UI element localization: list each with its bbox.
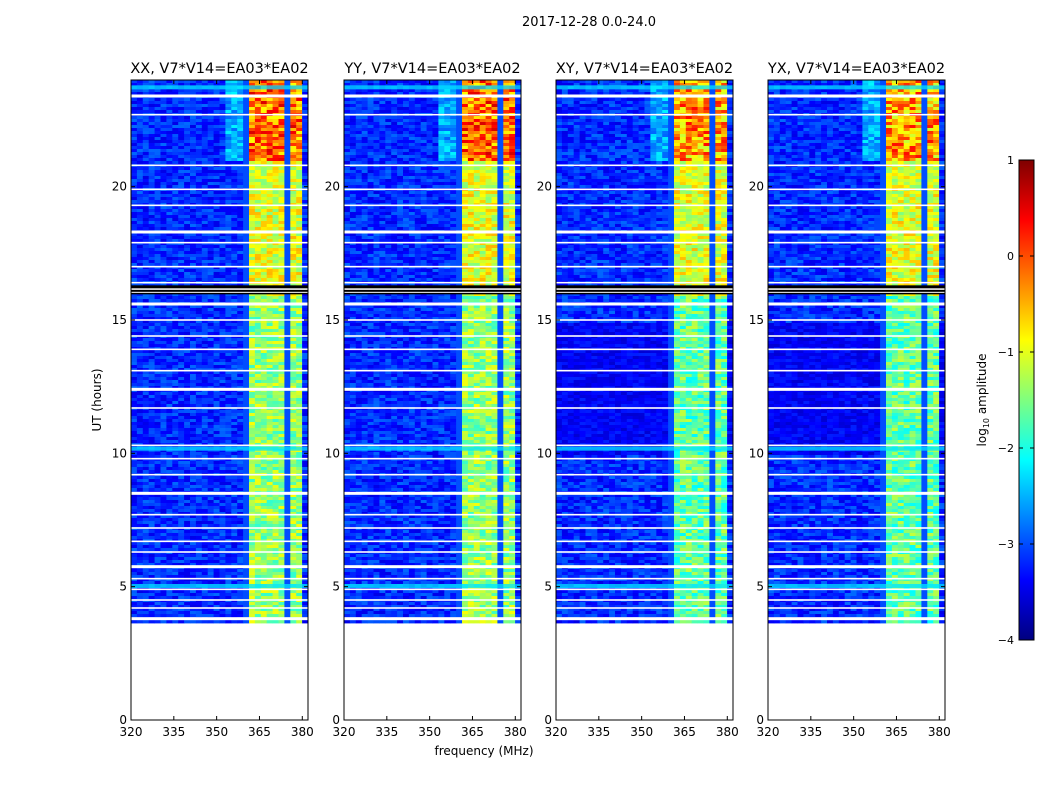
panel-title: YY, V7*V14=EA03*EA02 xyxy=(343,61,520,77)
colorbar-tick-label: 0 xyxy=(1007,250,1014,263)
x-tick-label: 365 xyxy=(461,725,484,739)
heatmap-cells xyxy=(344,80,522,624)
colorbar-tick-label: −4 xyxy=(998,634,1014,647)
heatmap-cells xyxy=(131,80,309,624)
x-tick-label: 380 xyxy=(716,725,739,739)
x-tick-label: 335 xyxy=(799,725,822,739)
x-tick-label: 320 xyxy=(333,725,356,739)
panel-3: XY, V7*V14=EA03*EA02 320 335 350 365 380 0 5 10 1… xyxy=(537,61,739,739)
panel-1: XX, V7*V14=EA03*EA02 320 335 350 365 380 0 5 10 1… xyxy=(112,61,314,739)
colorbar-tick-label: 1 xyxy=(1007,154,1014,167)
panel-2: YY, V7*V14=EA03*EA02 320 335 350 365 380 0 5 10 1… xyxy=(325,61,527,739)
colorbar-gradient xyxy=(1018,159,1035,641)
x-tick-label: 350 xyxy=(205,725,228,739)
axes-frame xyxy=(130,79,309,721)
y-tick-label: 10 xyxy=(537,446,552,460)
y-tick-label: 5 xyxy=(119,580,127,594)
x-tick-label: 365 xyxy=(248,725,271,739)
y-tick-label: 15 xyxy=(325,313,340,327)
y-tick-label: 5 xyxy=(544,580,552,594)
axes-frame xyxy=(555,79,734,721)
y-tick-label: 15 xyxy=(749,313,764,327)
y-tick-label: 20 xyxy=(325,180,340,194)
y-tick-label: 10 xyxy=(749,446,764,460)
axes-frame xyxy=(343,79,522,721)
x-tick-label: 320 xyxy=(120,725,143,739)
colorbar-tick-label: −1 xyxy=(998,346,1014,359)
colorbar-label: log10 amplitude xyxy=(975,354,991,447)
panel-title: YX, V7*V14=EA03*EA02 xyxy=(767,61,945,77)
panel-title: XX, V7*V14=EA03*EA02 xyxy=(130,61,308,77)
y-tick-label: 20 xyxy=(112,180,127,194)
y-tick-label: 20 xyxy=(537,180,552,194)
x-tick-label: 335 xyxy=(587,725,610,739)
x-tick-label: 365 xyxy=(673,725,696,739)
x-tick-label: 320 xyxy=(757,725,780,739)
y-tick-label: 15 xyxy=(537,313,552,327)
panel-4: YX, V7*V14=EA03*EA02 320 335 350 365 380 0 5 10 1… xyxy=(749,61,951,739)
shared-x-axis-label: frequency (MHz) xyxy=(434,744,533,758)
colorbar-label-main: log xyxy=(975,428,989,446)
axes-frame xyxy=(767,79,946,721)
colorbar-tick-label: −3 xyxy=(998,538,1014,551)
y-tick-label: 0 xyxy=(544,713,552,727)
x-tick-label: 350 xyxy=(842,725,865,739)
y-tick-label: 0 xyxy=(119,713,127,727)
colorbar-tick-label: −2 xyxy=(998,442,1014,455)
x-tick-label: 335 xyxy=(162,725,185,739)
y-tick-label: 5 xyxy=(332,580,340,594)
x-tick-label: 350 xyxy=(630,725,653,739)
x-tick-label: 350 xyxy=(418,725,441,739)
y-tick-label: 15 xyxy=(112,313,127,327)
x-tick-label: 380 xyxy=(504,725,527,739)
x-tick-label: 335 xyxy=(375,725,398,739)
x-tick-label: 365 xyxy=(885,725,908,739)
panels-group: XX, V7*V14=EA03*EA02 320 335 350 365 380 0 5 10 1… xyxy=(112,61,951,739)
heatmap-cells xyxy=(556,80,734,624)
figure-title: 2017-12-28 0.0-24.0 xyxy=(522,15,656,30)
y-tick-label: 5 xyxy=(756,580,764,594)
panel-title: XY, V7*V14=EA03*EA02 xyxy=(556,61,733,77)
colorbar-label-tail: amplitude xyxy=(975,354,989,418)
x-tick-label: 320 xyxy=(545,725,568,739)
y-tick-label: 10 xyxy=(325,446,340,460)
y-tick-label: 0 xyxy=(332,713,340,727)
x-tick-label: 380 xyxy=(928,725,951,739)
x-tick-label: 380 xyxy=(291,725,314,739)
colorbar-label-sub: 10 xyxy=(982,418,991,428)
shared-y-axis-label: UT (hours) xyxy=(90,368,104,431)
y-tick-label: 10 xyxy=(112,446,127,460)
heatmap-cells xyxy=(768,80,946,624)
y-tick-label: 20 xyxy=(749,180,764,194)
y-tick-label: 0 xyxy=(756,713,764,727)
